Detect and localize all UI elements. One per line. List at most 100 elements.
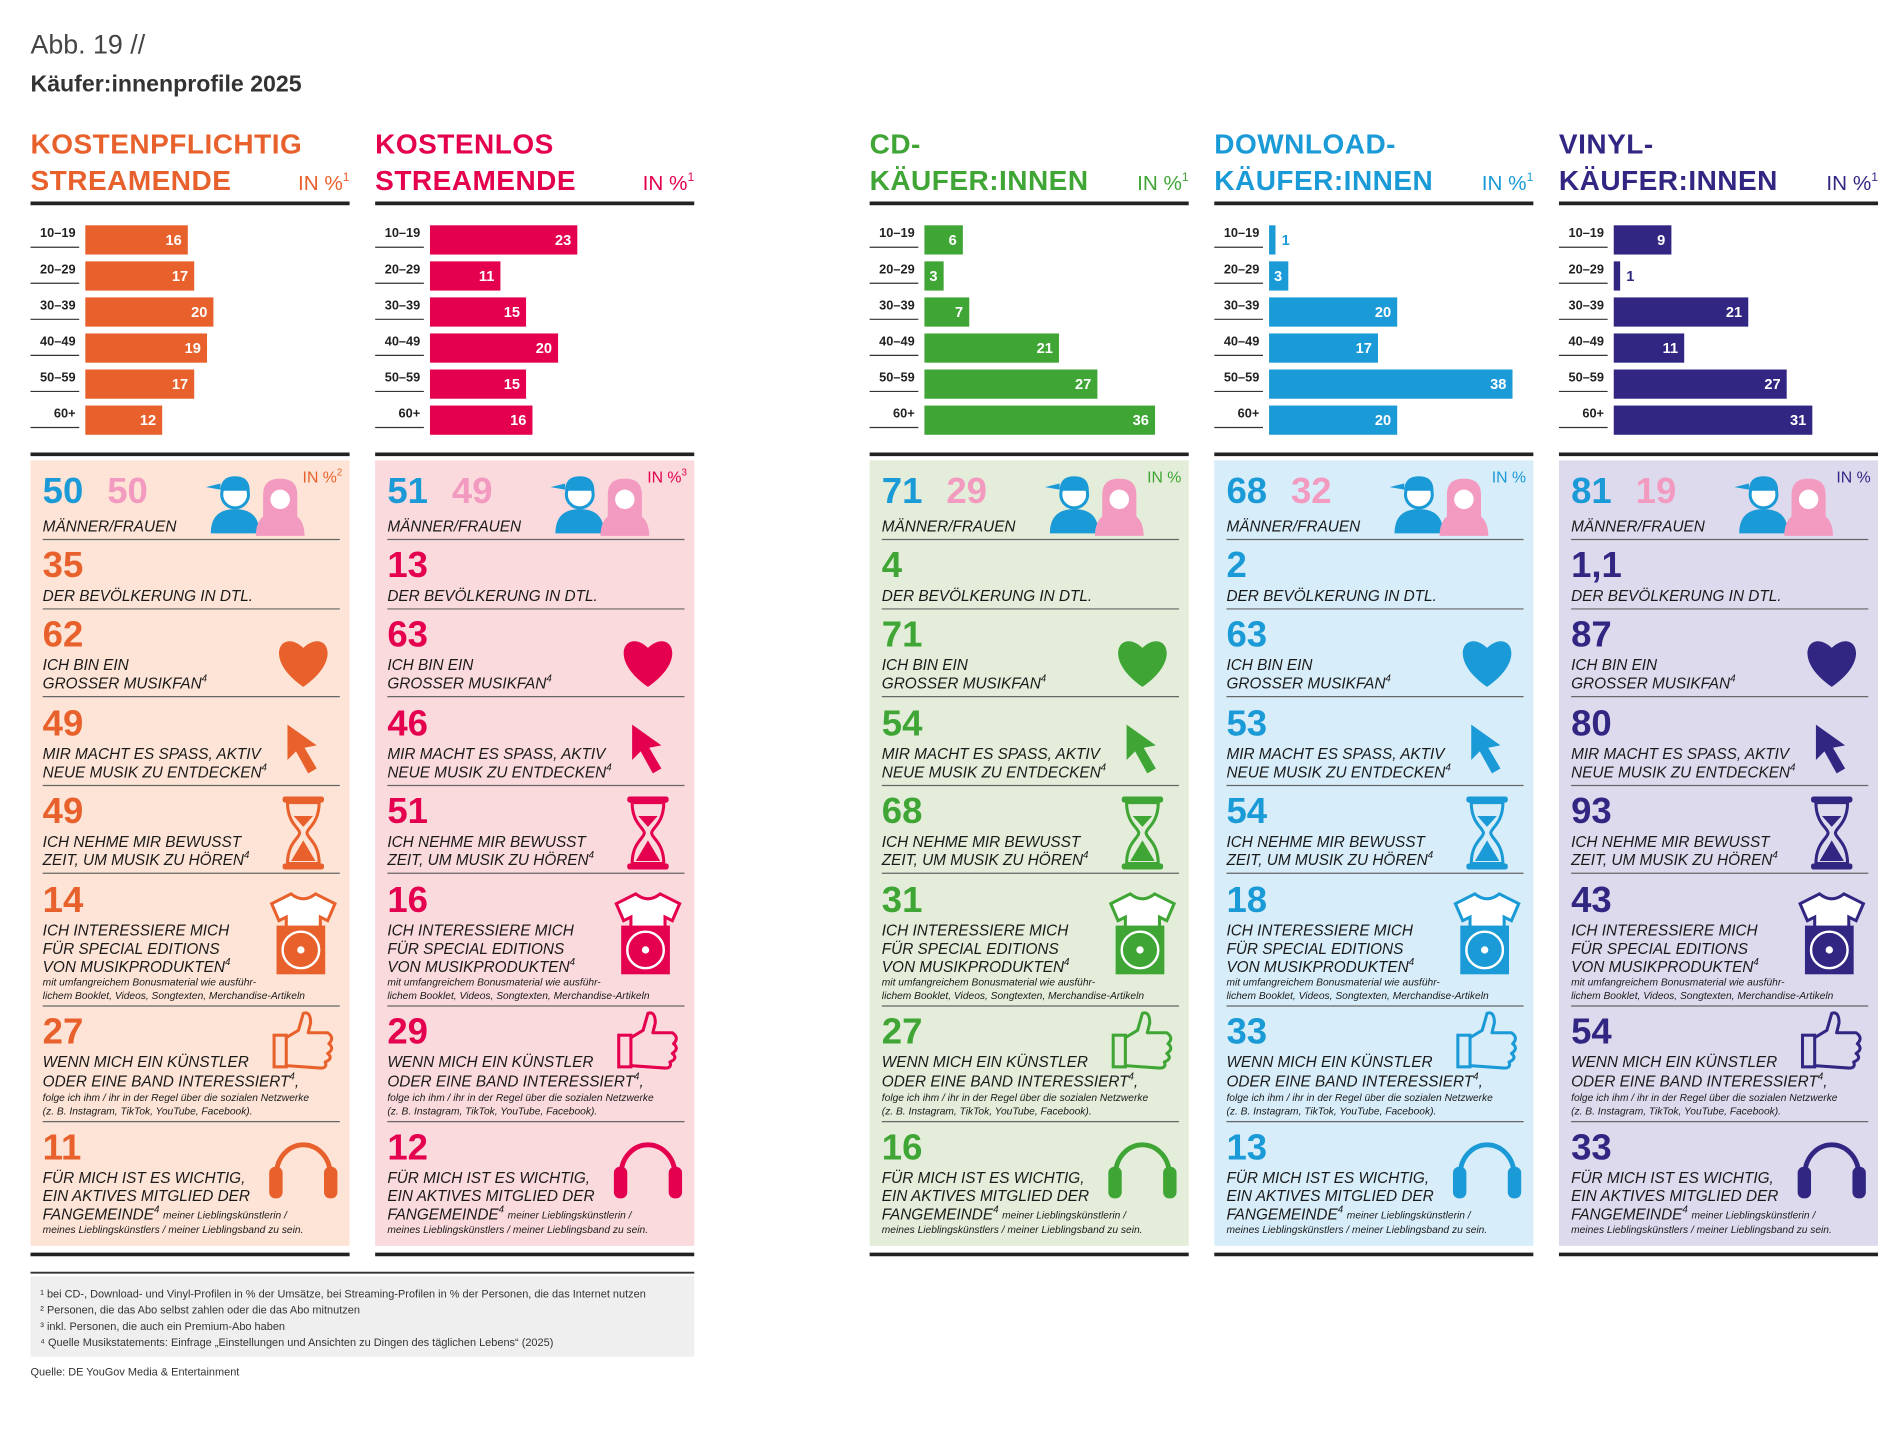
bar xyxy=(429,225,578,255)
column-title: STREAMENDE xyxy=(31,165,232,196)
category-label: 50–59 xyxy=(1568,369,1604,384)
category-label: 50–59 xyxy=(40,369,76,384)
stat-label-text: FANGEMEINDE xyxy=(1226,1206,1338,1223)
stat-note: meines Lieblingskünstlers / meiner Liebl… xyxy=(1226,1225,1487,1236)
bar xyxy=(1269,333,1378,363)
bar-value: 6 xyxy=(949,233,957,249)
bar xyxy=(924,333,1059,363)
stat-note: (z. B. Instagram, TikTok, YouTube, Faceb… xyxy=(1226,1107,1436,1118)
stat-value: 1,1 xyxy=(1571,544,1622,585)
headphones-right xyxy=(1852,1166,1866,1199)
stat-label-text: ICH INTERESSIERE MICH xyxy=(1226,923,1413,940)
male-cap xyxy=(550,476,595,491)
stat-label-text: NEUE MUSIK ZU ENTDECKEN xyxy=(43,764,263,781)
stat-label: EIN AKTIVES MITGLIED DER xyxy=(1226,1188,1433,1205)
bar xyxy=(1269,405,1398,435)
stat-value: 68 xyxy=(882,790,923,831)
stat-label-text: MIR MACHT ES SPASS, AKTIV xyxy=(387,746,607,763)
unit-text: IN % xyxy=(643,173,688,196)
cursor-icon xyxy=(1126,724,1156,774)
bar-value: 15 xyxy=(504,377,520,393)
stat-label-text: ZEIT, UM MUSIK ZU HÖREN xyxy=(881,851,1084,869)
stat-value: 13 xyxy=(387,544,428,585)
stat-value: 54 xyxy=(1226,790,1267,831)
bar-value: 3 xyxy=(929,269,937,285)
category-label: 30–39 xyxy=(385,297,421,312)
footnote-ref: 4 xyxy=(1064,957,1070,968)
heart-icon xyxy=(1807,641,1857,687)
bar xyxy=(429,297,527,327)
stat-label-tail: , xyxy=(295,1074,299,1091)
stat-note: folge ich ihm / ihr in der Regel über di… xyxy=(387,1093,654,1104)
category-label: 50–59 xyxy=(385,369,421,384)
unit-label: IN %1 xyxy=(298,170,350,196)
bar-value: 20 xyxy=(536,341,552,357)
stat-label-tail: , xyxy=(1823,1074,1827,1091)
bar xyxy=(429,333,559,363)
stat-label: MÄNNER/FRAUEN xyxy=(882,518,1017,535)
stat-label: MÄNNER/FRAUEN xyxy=(387,518,522,535)
stat-label: FÜR MICH IST ES WICHTIG, xyxy=(1226,1169,1429,1187)
stat-note-inline: meiner Lieblingskünstlerin / xyxy=(508,1210,633,1221)
thumb-hand xyxy=(1813,1011,1862,1070)
stat-label: ICH NEHME MIR BEWUSST xyxy=(1226,834,1426,851)
footnote-ref: 4 xyxy=(1753,957,1759,968)
stat-note: (z. B. Instagram, TikTok, YouTube, Faceb… xyxy=(1571,1107,1781,1118)
thumb-cuff xyxy=(1800,1033,1817,1069)
stat-value: 63 xyxy=(387,614,428,655)
thumb-cuff xyxy=(1456,1033,1472,1069)
stat-label: DER BEVÖLKERUNG IN DTL. xyxy=(1571,587,1781,605)
stat-label-text: MÄNNER/FRAUEN xyxy=(43,518,178,535)
unit-footnote: 1 xyxy=(1871,170,1878,184)
footnote-ref: 4 xyxy=(1730,673,1736,684)
bar-value: 20 xyxy=(1375,305,1391,321)
unit-text: IN % xyxy=(1492,470,1526,487)
stat-label-text: ODER EINE BAND INTERESSIERT xyxy=(387,1074,635,1091)
thumb-hand xyxy=(1469,1011,1517,1070)
stat-label: ZEIT, UM MUSIK ZU HÖREN4 xyxy=(1570,850,1778,870)
stat-label: FÜR MICH IST ES WICHTIG, xyxy=(43,1169,246,1187)
stat-label-text: ICH INTERESSIERE MICH xyxy=(387,923,574,940)
stat-label-text: EIN AKTIVES MITGLIED DER xyxy=(882,1188,1089,1205)
stat-label: DER BEVÖLKERUNG IN DTL. xyxy=(387,587,597,605)
stat-label: MÄNNER/FRAUEN xyxy=(43,518,178,535)
footnote-ref: 4 xyxy=(1428,850,1434,861)
unit-text: IN % xyxy=(1836,470,1870,487)
headphones-left xyxy=(1452,1166,1467,1199)
stat-label: FÜR MICH IST ES WICHTIG, xyxy=(387,1169,590,1187)
bar xyxy=(924,261,944,291)
stat-label-tail: , xyxy=(1479,1074,1483,1091)
stat-label: GROSSER MUSIKFAN4 xyxy=(387,673,552,693)
stat-label: ZEIT, UM MUSIK ZU HÖREN4 xyxy=(1225,850,1433,870)
stat-label: FANGEMEINDE4meiner Lieblingskünstlerin / xyxy=(882,1204,1127,1224)
profile-column: DOWNLOAD-KÄUFER:INNEN IN %110–19120–29330… xyxy=(1214,129,1534,1257)
bar xyxy=(429,369,527,399)
cd-hole xyxy=(1136,946,1144,954)
stat-label: ICH NEHME MIR BEWUSST xyxy=(43,834,243,851)
stat-label-text: VON MUSIKPRODUKTEN xyxy=(387,959,570,976)
footnote-ref: 4 xyxy=(499,1204,505,1215)
stat-label-text: MIR MACHT ES SPASS, AKTIV xyxy=(43,746,263,763)
stat-label-text: ICH INTERESSIERE MICH xyxy=(43,923,230,940)
footnote: ¹ bei CD-, Download- und Vinyl-Profilen … xyxy=(40,1288,646,1300)
headphones-right xyxy=(324,1166,338,1199)
stat-label: WENN MICH EIN KÜNSTLER xyxy=(1571,1053,1777,1071)
stat-label: ZEIT, UM MUSIK ZU HÖREN4 xyxy=(42,850,250,870)
footnote-ref: 4 xyxy=(1790,762,1796,773)
stat-label-text: DER BEVÖLKERUNG IN DTL. xyxy=(1226,587,1436,605)
footnote: ³ inkl. Personen, die auch ein Premium-A… xyxy=(40,1321,285,1333)
female-face xyxy=(1451,487,1477,512)
category-label: 30–39 xyxy=(1224,297,1260,312)
stat-label: MIR MACHT ES SPASS, AKTIV xyxy=(387,746,607,763)
column-title: VINYL- xyxy=(1559,129,1654,160)
bar-value: 23 xyxy=(555,233,571,249)
stat-value: 29 xyxy=(387,1011,428,1052)
footnote-ref: 4 xyxy=(244,850,250,861)
stat-label-text: DER BEVÖLKERUNG IN DTL. xyxy=(43,587,253,605)
stat-label: DER BEVÖLKERUNG IN DTL. xyxy=(43,587,253,605)
female-share: 19 xyxy=(1636,470,1677,511)
category-label: 10–19 xyxy=(1224,225,1260,240)
stat-label-text: ICH NEHME MIR BEWUSST xyxy=(1571,834,1771,851)
stat-label: NEUE MUSIK ZU ENTDECKEN4 xyxy=(43,762,268,782)
